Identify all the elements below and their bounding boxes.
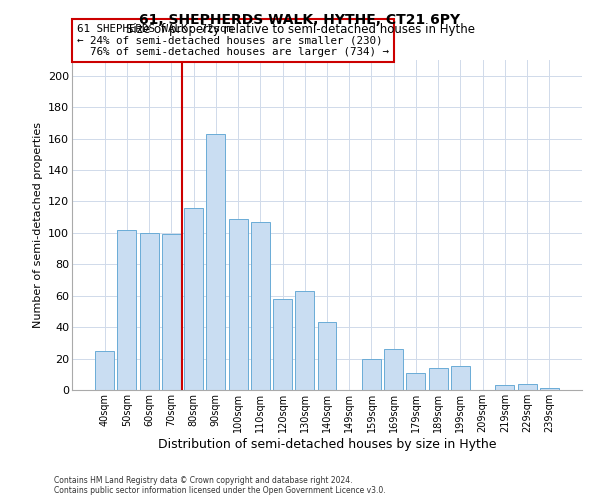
- Text: 61 SHEPHERDS WALK: 72sqm
← 24% of semi-detached houses are smaller (230)
  76% o: 61 SHEPHERDS WALK: 72sqm ← 24% of semi-d…: [77, 24, 389, 56]
- Text: Contains HM Land Registry data © Crown copyright and database right 2024.
Contai: Contains HM Land Registry data © Crown c…: [54, 476, 386, 495]
- Bar: [540, 388, 559, 390]
- Bar: [162, 234, 181, 390]
- Bar: [118, 230, 136, 390]
- Y-axis label: Number of semi-detached properties: Number of semi-detached properties: [32, 122, 43, 328]
- Bar: [206, 134, 225, 390]
- Bar: [362, 358, 381, 390]
- Text: 61, SHEPHERDS WALK, HYTHE, CT21 6PY: 61, SHEPHERDS WALK, HYTHE, CT21 6PY: [139, 12, 461, 26]
- Bar: [384, 349, 403, 390]
- Bar: [518, 384, 536, 390]
- Bar: [406, 372, 425, 390]
- X-axis label: Distribution of semi-detached houses by size in Hythe: Distribution of semi-detached houses by …: [158, 438, 496, 450]
- Bar: [229, 218, 248, 390]
- Bar: [251, 222, 270, 390]
- Bar: [95, 350, 114, 390]
- Text: Size of property relative to semi-detached houses in Hythe: Size of property relative to semi-detach…: [125, 22, 475, 36]
- Bar: [295, 291, 314, 390]
- Bar: [429, 368, 448, 390]
- Bar: [140, 233, 158, 390]
- Bar: [184, 208, 203, 390]
- Bar: [273, 299, 292, 390]
- Bar: [317, 322, 337, 390]
- Bar: [496, 386, 514, 390]
- Bar: [451, 366, 470, 390]
